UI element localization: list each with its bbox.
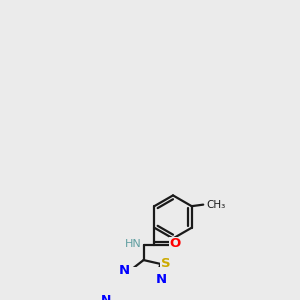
- Text: CH₃: CH₃: [206, 200, 226, 210]
- Text: O: O: [169, 237, 181, 250]
- Text: S: S: [161, 257, 171, 270]
- Text: HN: HN: [124, 239, 141, 249]
- Text: N: N: [119, 264, 130, 277]
- Text: N: N: [156, 273, 167, 286]
- Text: N: N: [100, 294, 111, 300]
